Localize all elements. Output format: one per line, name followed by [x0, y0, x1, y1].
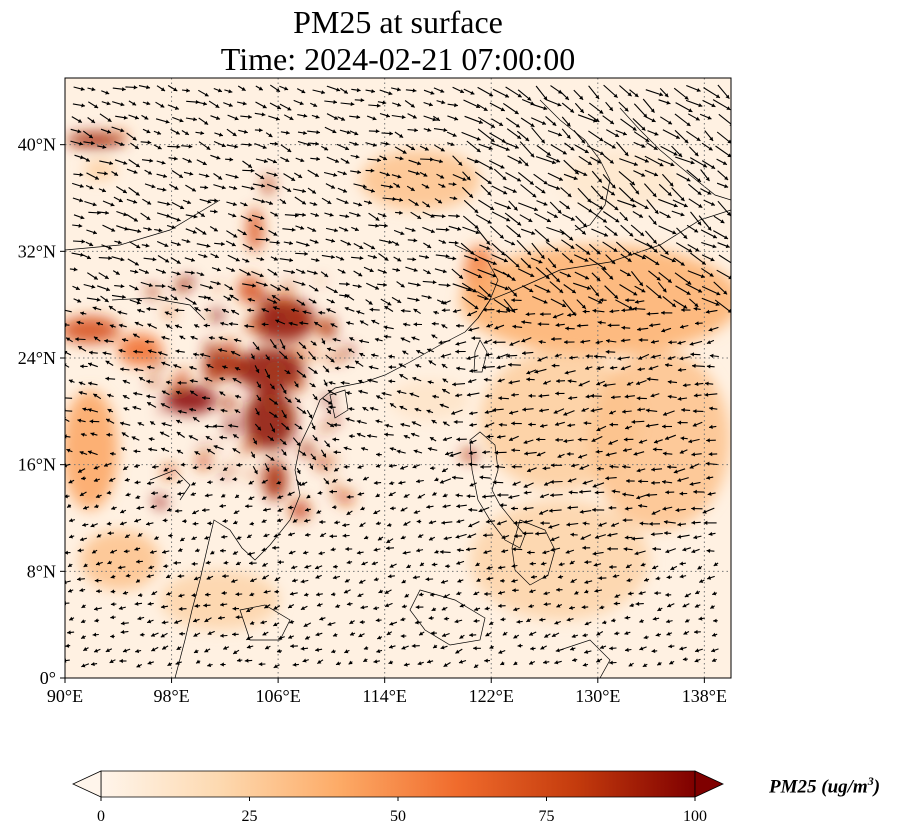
coastlines: [65, 99, 731, 678]
lon-tick-label: 114°E: [362, 686, 407, 706]
colorbar: 0 25 50 75 100: [72, 770, 724, 825]
colorbar-ticks: 0 25 50 75 100: [97, 797, 707, 825]
map-frame: [64, 77, 732, 679]
lon-tick-label: 122°E: [469, 686, 514, 706]
colorbar-tick-label: 50: [390, 808, 406, 825]
figure-time-subtitle: Time: 2024-02-21 07:00:00: [220, 41, 576, 77]
lon-tick-label: 98°E: [153, 686, 189, 706]
lat-tick-label: 8°N: [27, 561, 56, 581]
lat-tick-label: 32°N: [18, 241, 56, 261]
colorbar-tick-label: 25: [242, 808, 258, 825]
wind-vectors: [65, 84, 731, 669]
colorbar-tick-label: 75: [539, 808, 555, 825]
colorbar-title-superscript: 3: [867, 774, 874, 788]
colorbar-tick-label: 100: [683, 808, 707, 825]
colorbar-title: PM25 (ug/m3): [769, 774, 880, 798]
lon-tick-label: 130°E: [575, 686, 620, 706]
lon-tick-label: 90°E: [47, 686, 83, 706]
lon-tick-label: 138°E: [682, 686, 727, 706]
colorbar-tick-label: 0: [97, 808, 105, 825]
colorbar-extend-min: [72, 770, 102, 798]
figure-title: PM25 at surface: [293, 4, 503, 40]
colorbar-title-close: ): [873, 776, 881, 798]
map-axes: 90°E 98°E 106°E 114°E 122°E 130°E 138°E 0° 8°N 16…: [18, 135, 727, 706]
colorbar-extend-max: [694, 770, 724, 798]
map-panel: [64, 77, 732, 679]
lat-tick-label: 0°: [40, 668, 56, 688]
colorbar-body: [100, 770, 696, 798]
lat-tick-label: 24°N: [18, 348, 56, 368]
lon-tick-label: 106°E: [256, 686, 301, 706]
colorbar-title-text: PM25 (ug/m: [769, 776, 868, 798]
lat-tick-label: 40°N: [18, 135, 56, 155]
lat-tick-label: 16°N: [18, 455, 56, 475]
